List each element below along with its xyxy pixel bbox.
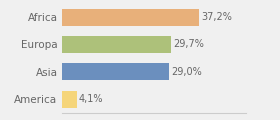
Text: 4,1%: 4,1% [79,94,104,104]
Bar [62,9,199,26]
Bar [62,63,169,80]
Text: 37,2%: 37,2% [201,12,232,22]
Bar [62,36,171,53]
Bar [62,91,77,108]
Text: 29,7%: 29,7% [174,39,204,49]
Text: 29,0%: 29,0% [171,67,202,77]
